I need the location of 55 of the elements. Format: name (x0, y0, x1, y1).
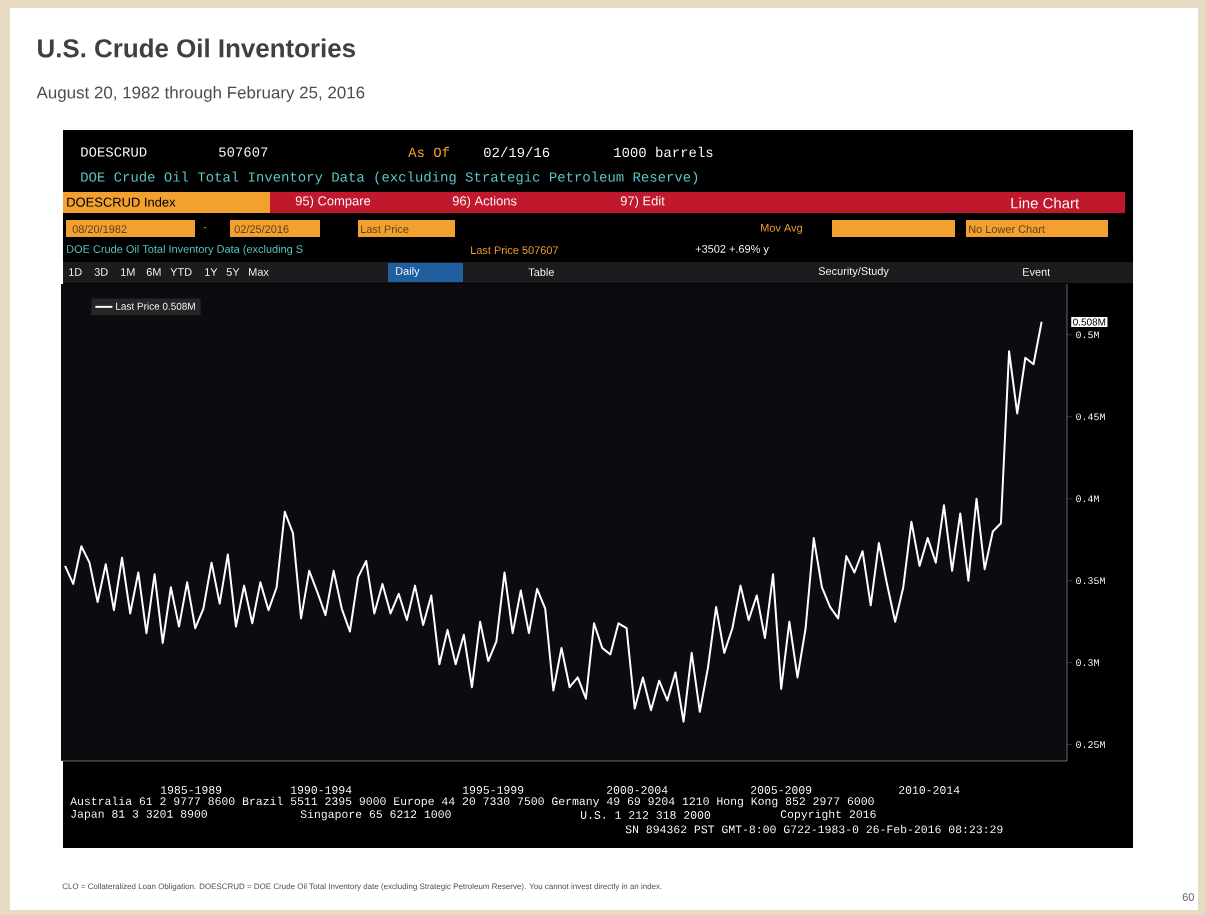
text: Singapore 65 6212 1000 (300, 809, 451, 821)
y-tick-label: 0.5M (1076, 331, 1099, 339)
text: 1985-1989 (161, 786, 222, 794)
text: DOESCRUD (81, 147, 147, 157)
text: Line Chart (1011, 197, 1080, 209)
text: 1D (69, 268, 82, 276)
text: DOE Crude Oil Total Inventory Data (excluding S (67, 244, 303, 256)
text: 1990-1994 (291, 786, 352, 794)
y-tick-label: 0.45M (1076, 413, 1105, 421)
text: YTD (170, 268, 192, 276)
y-tick-label: 0.4M (1076, 495, 1099, 503)
text: Daily (396, 266, 420, 278)
text: Copyright 2016 (780, 809, 876, 821)
text: Last Price 507607 (471, 245, 558, 255)
text: 1Y (205, 268, 218, 276)
text: +3502 +.69% y (695, 245, 769, 255)
text: 1995-1999 (463, 786, 524, 794)
text: 60 (1182, 893, 1194, 901)
text: Australia 61 2 9777 8600 Brazil 5511 2395 9000 Europe 44 20 7330 7500 Germany 49 69 9204 1210 Hong Kong 852 2977 6000 (70, 796, 874, 808)
legend-label: Last Price 0.508M (116, 302, 195, 310)
text: Table (528, 267, 554, 277)
text: 97) Edit (620, 195, 665, 209)
text: DOE Crude Oil Total Inventory Data (excluding Strategic Petroleum Reserve) (81, 171, 698, 185)
text: U.S. 1 212 318 2000 (581, 811, 711, 819)
y-tick-label: 0.35M (1076, 577, 1105, 585)
text: 3D (94, 268, 108, 276)
text: Last Price (361, 224, 409, 234)
text: 1000 barrels (614, 146, 713, 158)
text: As Of (408, 146, 450, 158)
text: Japan 81 3 3201 8900 (71, 809, 207, 821)
text: 0.508M (1073, 318, 1106, 326)
text: 507607 (219, 147, 268, 157)
text: 5Y (226, 268, 240, 276)
text: No Lower Chart (969, 224, 1045, 234)
text: 95) Compare (295, 195, 371, 209)
text: SN 894362 PST GMT-8:00 G722-1983-0 26-Feb-2016 08:23:29 (625, 824, 1003, 834)
text: 2000-2004 (607, 786, 668, 794)
text: Security/Study (818, 266, 889, 278)
text: 08/20/1982 (72, 224, 127, 234)
chart-title: U.S. Crude Oil Inventories (38, 38, 355, 58)
text: - (203, 227, 207, 229)
text: Mov Avg (761, 224, 802, 234)
text: 96) Actions (452, 195, 517, 209)
text: 2010-2014 (899, 786, 960, 794)
chart-subtitle: August 20, 1982 through February 25, 2016 (36, 86, 365, 102)
text: 2005-2009 (751, 786, 812, 794)
text: 02/25/2016 (234, 224, 289, 234)
text: 1M (121, 268, 135, 276)
text: Event (1023, 268, 1051, 276)
text: 02/19/16 (484, 146, 550, 158)
text: 6M (146, 268, 161, 276)
y-tick-label: 0.25M (1076, 741, 1105, 748)
text: Max (249, 268, 269, 276)
text: DOESCRUD Index (67, 197, 176, 207)
y-tick-label: 0.3M (1076, 659, 1099, 667)
